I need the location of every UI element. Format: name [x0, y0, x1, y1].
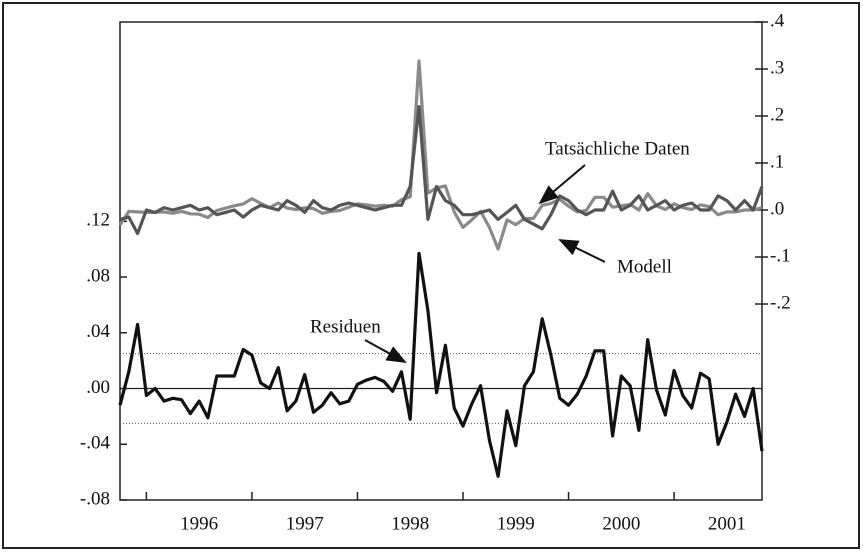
y2-tick-label: -.1 — [770, 245, 791, 266]
y2-tick-label: .2 — [770, 104, 784, 125]
x-tick-label: 2000 — [602, 513, 640, 534]
x-tick-label: 1999 — [497, 513, 535, 534]
series-line — [119, 105, 764, 236]
y-tick-label: .00 — [86, 377, 110, 398]
y2-tick-label: .3 — [770, 57, 784, 78]
y-tick-label: .04 — [86, 321, 110, 342]
y2-tick-label: .1 — [770, 151, 784, 172]
y-tick-label: -.08 — [80, 488, 110, 509]
annotation-arrow — [538, 164, 586, 205]
x-tick-label: 1998 — [391, 513, 429, 534]
series-line — [118, 59, 763, 251]
x-tick-label: 2001 — [708, 513, 746, 534]
x-tick-label: 1996 — [180, 513, 218, 534]
y2-tick-label: -.2 — [770, 292, 791, 313]
y2-tick-label: .0 — [770, 198, 784, 219]
annotation-arrow — [558, 239, 606, 263]
marks — [118, 21, 768, 501]
y-tick-label: .12 — [86, 210, 110, 231]
plot-area — [119, 21, 763, 501]
y-tick-label: .08 — [86, 265, 110, 286]
annotation: Residuen — [310, 316, 381, 337]
y-tick-label: -.04 — [80, 433, 111, 454]
annotation: Modell — [617, 256, 672, 277]
x-tick-label: 1997 — [286, 513, 324, 534]
annotation-arrow — [364, 339, 407, 363]
annotation: Tatsächliche Daten — [545, 138, 690, 159]
series-line — [118, 251, 764, 478]
y2-tick-label: .4 — [770, 10, 785, 31]
